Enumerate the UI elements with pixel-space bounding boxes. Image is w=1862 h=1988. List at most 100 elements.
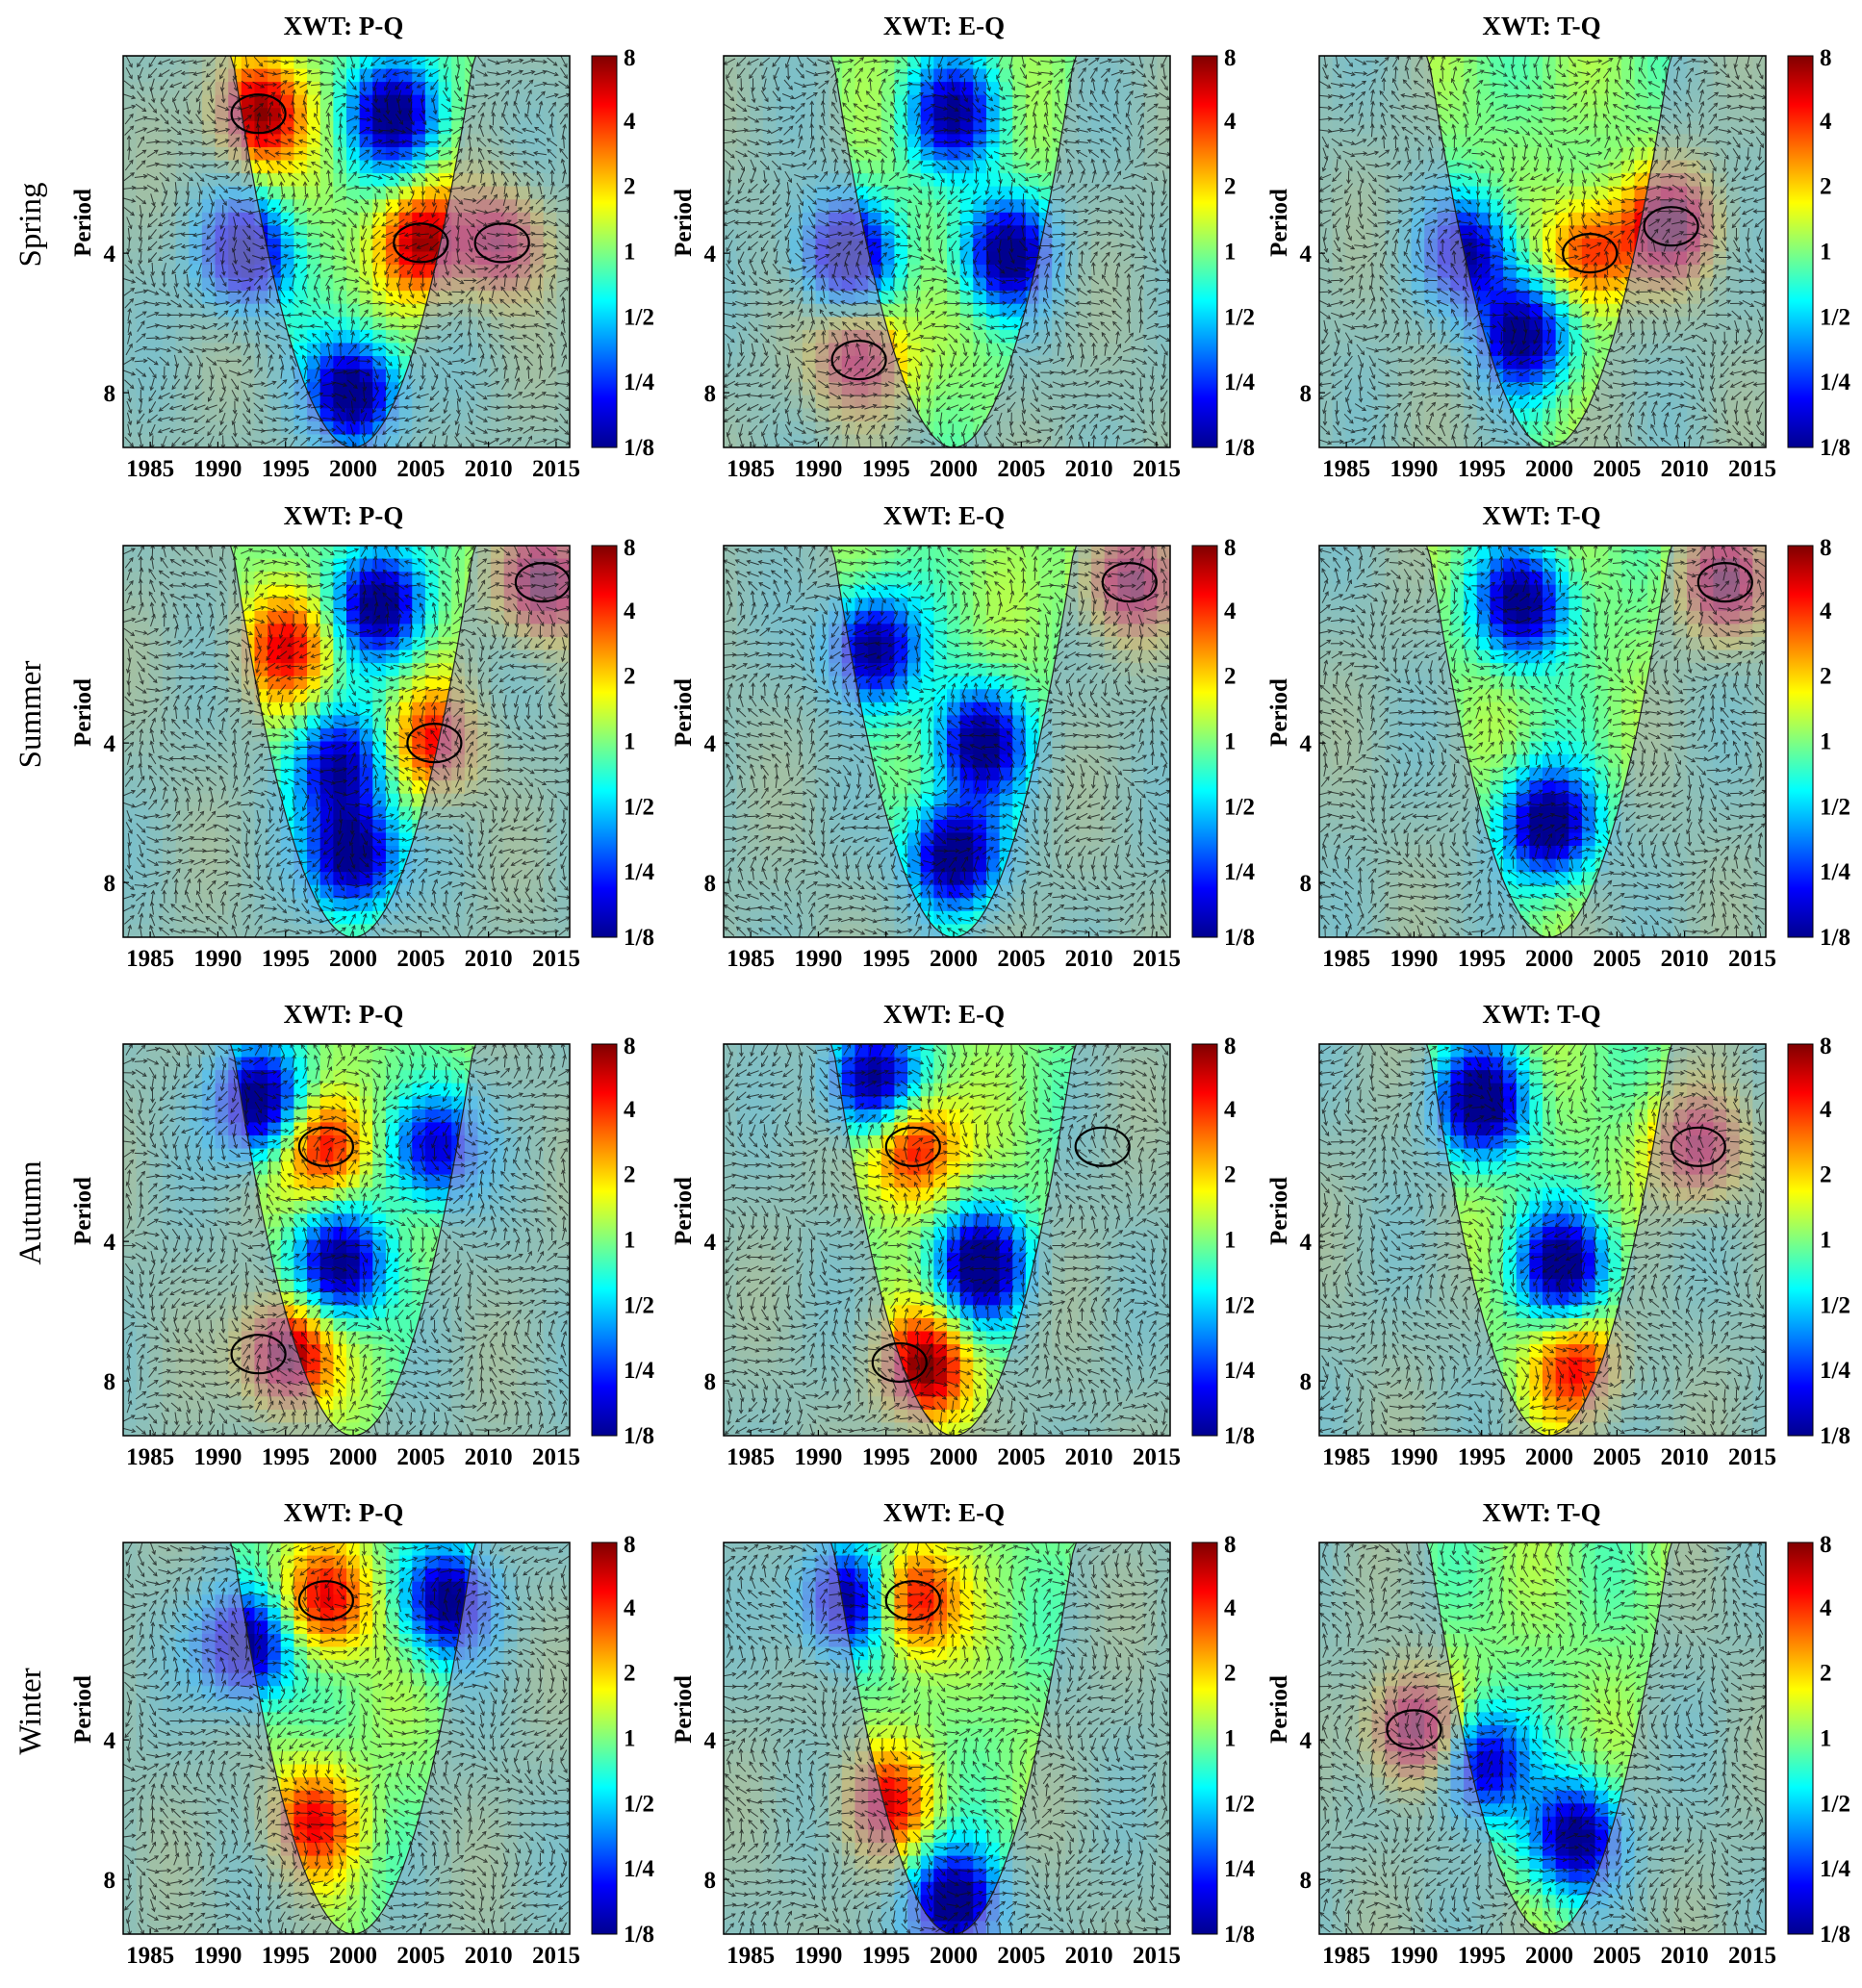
- power-cell: [1608, 134, 1622, 148]
- phase-arrow: [310, 82, 324, 87]
- power-cell: [973, 277, 987, 292]
- power-cell: [268, 134, 282, 148]
- phase-arrow: [370, 57, 381, 67]
- power-cell: [346, 160, 361, 174]
- phase-arrow: [538, 100, 544, 115]
- power-cell: [973, 329, 987, 344]
- phase-arrow: [347, 79, 357, 91]
- phase-arrow: [168, 404, 183, 411]
- phase-arrow: [170, 115, 182, 124]
- phase-arrow: [312, 378, 322, 390]
- phase-arrow: [230, 378, 240, 391]
- phase-arrow: [467, 240, 473, 253]
- power-cell: [907, 82, 922, 96]
- power-cell: [868, 134, 882, 148]
- phase-arrow: [334, 381, 348, 388]
- power-cell: [307, 356, 321, 370]
- power-cell: [985, 238, 1001, 253]
- phase-arrow: [404, 416, 418, 422]
- phase-arrow: [255, 181, 262, 194]
- power-cell: [907, 291, 922, 305]
- power-cell: [1012, 82, 1027, 96]
- power-cell: [1025, 56, 1040, 70]
- phase-arrow: [515, 192, 520, 207]
- phase-arrow: [205, 312, 218, 318]
- power-cell: [985, 291, 1001, 305]
- phase-arrow: [324, 320, 334, 332]
- power-cell: [880, 238, 896, 253]
- power-cell: [319, 369, 334, 383]
- phase-arrow: [557, 196, 570, 202]
- phase-arrow: [369, 300, 384, 306]
- phase-arrow: [370, 229, 381, 240]
- x-tick-label: 1985: [727, 456, 775, 482]
- power-cell: [880, 160, 896, 174]
- x-tick-label: 2015: [532, 456, 580, 482]
- phase-arrow: [405, 335, 419, 342]
- phase-arrow: [533, 242, 548, 248]
- phase-arrow: [440, 116, 454, 122]
- phase-arrow: [264, 254, 278, 260]
- phase-arrow: [334, 439, 348, 446]
- power-cell: [346, 173, 361, 188]
- phase-arrow: [533, 232, 548, 237]
- phase-arrow: [315, 100, 319, 115]
- power-cell: [398, 343, 413, 357]
- phase-arrow: [146, 312, 160, 319]
- power-cell: [398, 160, 413, 174]
- power-cell: [868, 94, 882, 109]
- power-cell: [1025, 68, 1040, 83]
- phase-arrow: [404, 313, 419, 319]
- power-cell: [307, 317, 321, 331]
- power-cell: [280, 134, 295, 148]
- phase-arrow: [149, 435, 155, 447]
- phase-arrow: [146, 357, 159, 366]
- phase-arrow: [361, 240, 367, 253]
- phase-arrow: [193, 80, 205, 89]
- power-cell: [868, 173, 882, 188]
- power-cell: [319, 160, 334, 174]
- phase-arrow: [440, 357, 453, 365]
- phase-arrow: [301, 285, 309, 298]
- power-cell: [933, 212, 948, 226]
- power-cell: [1012, 265, 1027, 279]
- power-cell: [333, 421, 347, 436]
- phase-arrow: [913, 56, 922, 68]
- phase-arrow: [559, 102, 570, 113]
- phase-arrow: [407, 89, 414, 104]
- power-cell: [398, 265, 413, 279]
- power-cell: [1516, 68, 1530, 83]
- phase-arrow: [489, 297, 497, 309]
- power-cell: [1450, 82, 1465, 96]
- phase-arrow: [335, 218, 347, 227]
- phase-arrow: [146, 289, 160, 295]
- phase-arrow: [205, 414, 217, 423]
- phase-arrow: [416, 59, 429, 65]
- phase-arrow: [278, 354, 285, 368]
- phase-arrow: [264, 149, 276, 158]
- phase-arrow: [427, 426, 441, 434]
- phase-arrow: [253, 217, 265, 228]
- phase-arrow: [404, 59, 418, 65]
- phase-arrow: [241, 381, 254, 388]
- power-cell: [854, 160, 869, 174]
- power-cell: [880, 108, 896, 122]
- power-cell: [346, 225, 361, 240]
- phase-arrow: [475, 69, 489, 77]
- phase-arrow: [264, 427, 278, 433]
- phase-arrow: [749, 67, 757, 80]
- phase-arrow: [205, 128, 219, 133]
- phase-arrow: [157, 219, 170, 227]
- phase-arrow: [322, 208, 337, 214]
- phase-arrow: [418, 171, 428, 183]
- phase-arrow: [264, 265, 277, 273]
- phase-arrow: [161, 378, 167, 392]
- phase-arrow: [477, 101, 486, 114]
- power-cell: [1464, 82, 1478, 96]
- phase-arrow: [264, 404, 277, 411]
- phase-arrow: [287, 59, 301, 64]
- power-cell: [920, 160, 934, 174]
- phase-arrow: [256, 112, 262, 126]
- phase-arrow: [393, 324, 407, 329]
